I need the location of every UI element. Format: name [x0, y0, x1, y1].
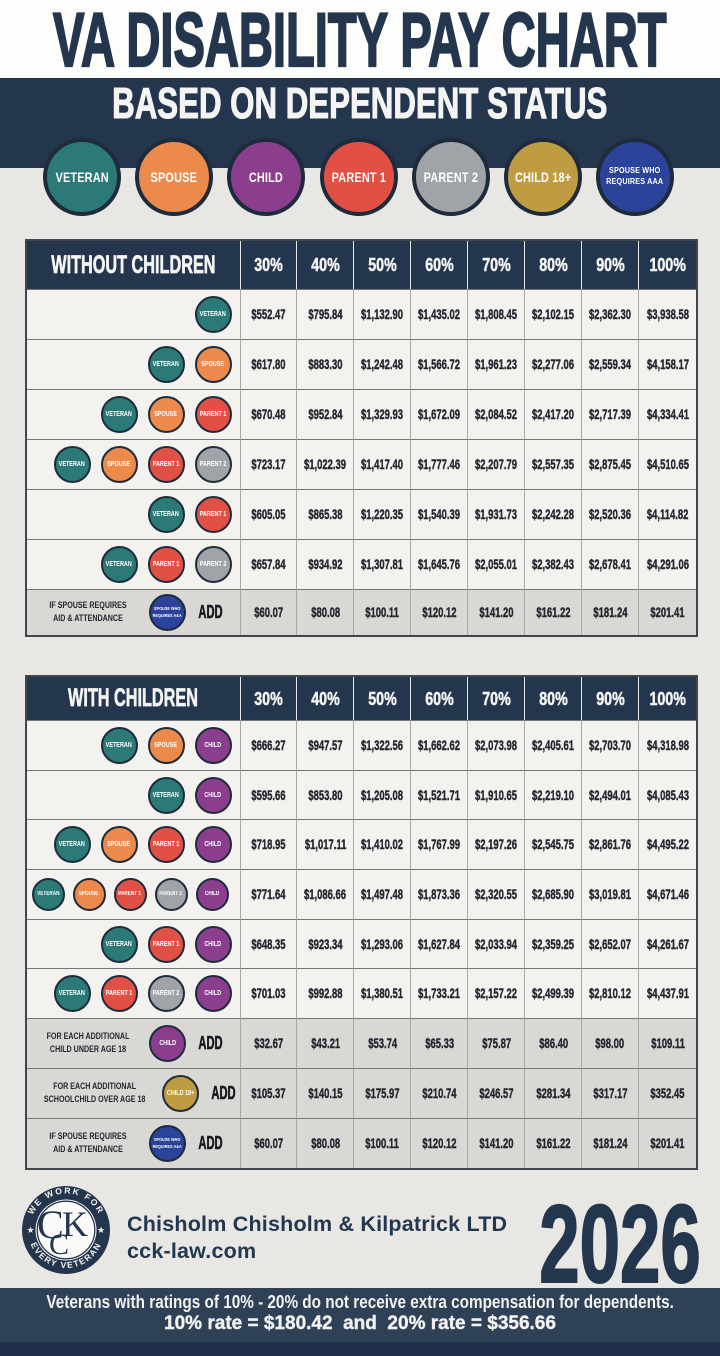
svg-text:★: ★	[27, 1225, 35, 1235]
svg-text:C: C	[37, 1202, 64, 1247]
svg-text:★: ★	[97, 1225, 105, 1235]
svg-text:C: C	[49, 1228, 69, 1261]
svg-text:K: K	[62, 1204, 88, 1244]
